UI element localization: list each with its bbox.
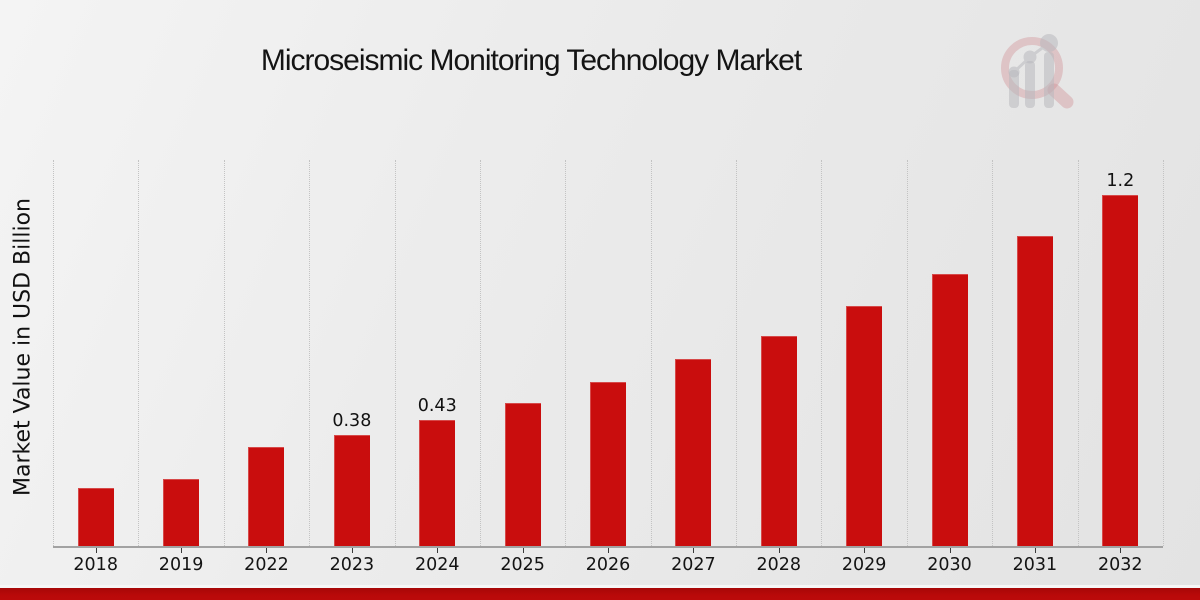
axis-tick bbox=[864, 548, 866, 553]
gridline bbox=[394, 160, 396, 546]
chart-title: Microseismic Monitoring Technology Marke… bbox=[260, 44, 802, 77]
axis-tick bbox=[522, 548, 524, 553]
x-tick-label-2022: 2022 bbox=[244, 555, 289, 575]
bar-2030 bbox=[931, 274, 968, 546]
logo-trend-line-icon bbox=[1008, 34, 1058, 78]
x-tick-label-2031: 2031 bbox=[1012, 555, 1058, 575]
axis-tick bbox=[693, 548, 695, 553]
axis-tick bbox=[351, 548, 353, 553]
logo-bars-icon bbox=[1009, 52, 1054, 108]
bar-2018 bbox=[77, 487, 114, 546]
bar-2024 bbox=[419, 420, 456, 546]
bar-value-label-2032: 1.2 bbox=[1106, 171, 1135, 192]
magnifier-handle-icon bbox=[1047, 83, 1074, 109]
x-tick-label-2023: 2023 bbox=[329, 555, 375, 575]
x-tick-label-2028: 2028 bbox=[756, 555, 802, 575]
gridline bbox=[736, 160, 738, 546]
y-axis-label: Market Value in USD Billion bbox=[10, 197, 36, 497]
bar-2028 bbox=[760, 335, 797, 546]
axis-tick bbox=[608, 548, 609, 553]
gridline bbox=[906, 160, 908, 546]
axis-tick bbox=[1120, 548, 1122, 553]
bar-2032 bbox=[1102, 195, 1139, 546]
bar-2023 bbox=[333, 434, 370, 546]
gridline bbox=[992, 160, 994, 546]
axis-tick bbox=[778, 548, 780, 553]
bar-value-label-2023: 0.38 bbox=[332, 410, 372, 431]
x-tick-label-2027: 2027 bbox=[671, 555, 716, 575]
bar-2029 bbox=[846, 306, 883, 546]
axis-tick bbox=[266, 548, 268, 553]
plot-area: 2018 2019 2022 2023 0.38 2024 0.43 2025 2026 2027… bbox=[53, 160, 1164, 575]
axis-tick bbox=[949, 548, 951, 553]
x-tick-label-2030: 2030 bbox=[927, 555, 972, 575]
bar-2026 bbox=[590, 382, 626, 546]
x-tick-label-2019: 2019 bbox=[158, 555, 204, 575]
gridline bbox=[53, 160, 54, 546]
axis-tick bbox=[437, 548, 439, 553]
x-tick-label-2025: 2025 bbox=[500, 555, 545, 575]
x-tick-label-2026: 2026 bbox=[585, 555, 631, 575]
footer-accent-bar bbox=[0, 588, 1200, 600]
x-tick-label-2018: 2018 bbox=[73, 555, 118, 575]
axis-tick bbox=[1034, 548, 1036, 553]
gridline bbox=[1163, 160, 1164, 546]
axis-tick bbox=[181, 548, 183, 553]
gridline bbox=[309, 160, 311, 546]
bar-2031 bbox=[1016, 236, 1053, 546]
gridline bbox=[479, 160, 481, 546]
x-tick-label-2024: 2024 bbox=[414, 555, 460, 575]
gridline bbox=[138, 160, 140, 546]
axis-tick bbox=[95, 548, 97, 553]
gridline bbox=[1077, 160, 1079, 546]
bar-2025 bbox=[504, 402, 541, 546]
x-tick-label-2029: 2029 bbox=[841, 555, 887, 575]
bar-2022 bbox=[248, 446, 285, 546]
bar-2019 bbox=[163, 478, 200, 546]
bar-value-label-2024: 0.43 bbox=[417, 396, 457, 417]
bar-2027 bbox=[675, 358, 712, 546]
brand-logo-watermark bbox=[1001, 34, 1074, 109]
footer-highlight-line bbox=[0, 585, 1200, 588]
gridline bbox=[650, 160, 652, 546]
gridline bbox=[821, 160, 823, 546]
x-tick-label-2032: 2032 bbox=[1098, 555, 1143, 575]
gridline bbox=[223, 160, 225, 546]
gridline bbox=[565, 160, 567, 546]
